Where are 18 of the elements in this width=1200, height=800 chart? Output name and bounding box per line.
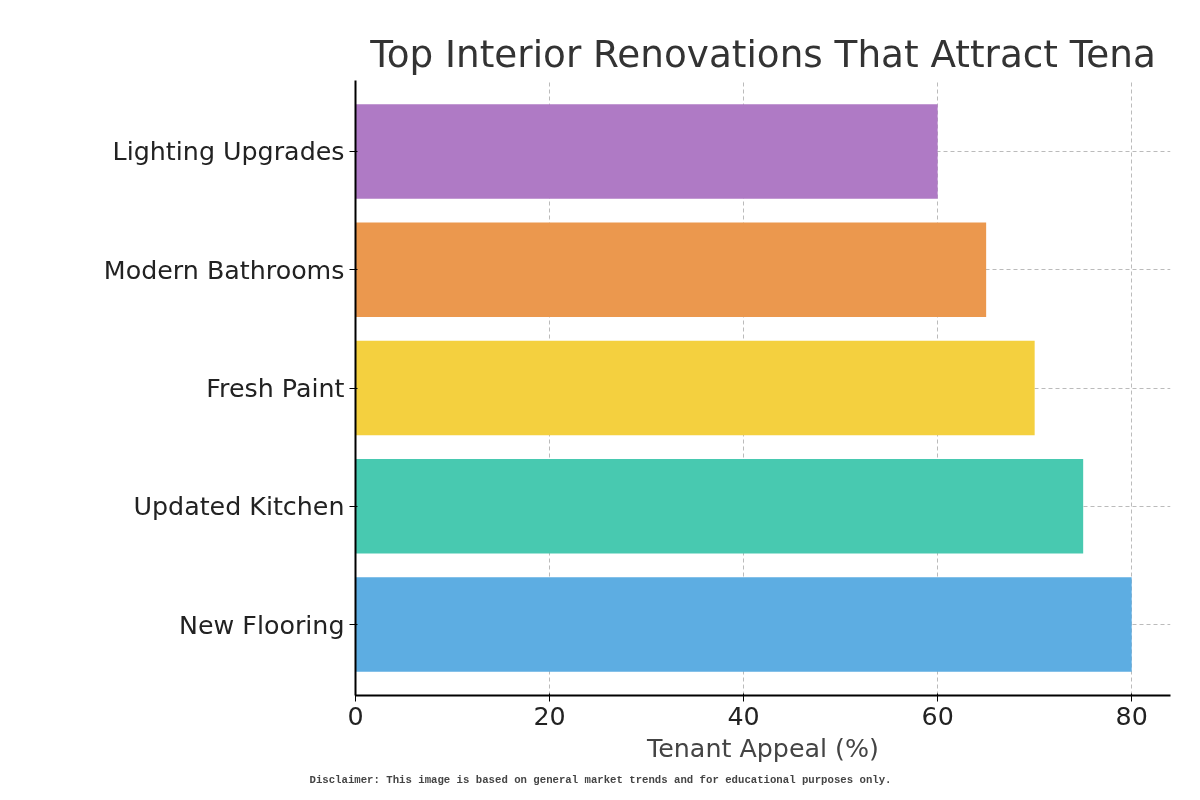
y-tick-label: Modern Bathrooms [103,254,345,285]
y-tick-label: Fresh Paint [206,373,345,403]
x-tick-label: 0 [347,700,364,731]
bar [355,340,1035,436]
bar [355,104,938,199]
x-tick-label: 40 [727,700,760,731]
x-tick-label: 60 [921,700,954,731]
text: Disclaimer: This image is based on general market trends and for educational purposes only. [309,773,892,786]
y-tick-label: Updated Kitchen [133,491,345,522]
chart-title: Top Interior Renovations That Attract Tena [369,31,1156,76]
bar [355,577,1132,672]
y-tick-label: New Flooring [179,609,345,640]
x-tick-label: 20 [533,700,566,731]
bar [355,222,987,318]
bar [355,458,1084,554]
y-tick-label: Lighting Upgrades [112,136,345,167]
x-tick-label: 80 [1115,700,1148,731]
x-axis-title: Tenant Appeal (%) [646,732,879,763]
